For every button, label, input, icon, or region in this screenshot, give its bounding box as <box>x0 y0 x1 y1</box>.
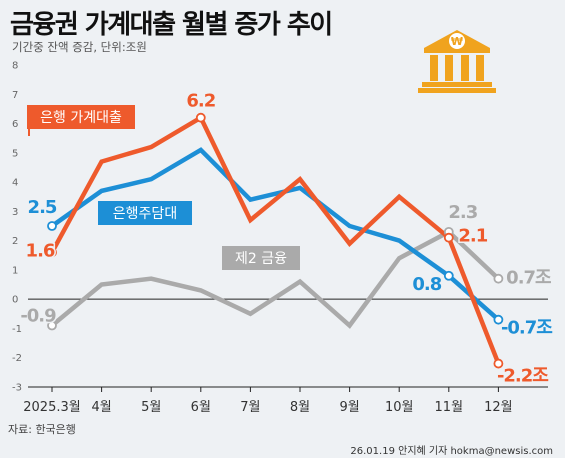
legend-box <box>27 105 135 129</box>
y-tick-label: 8 <box>12 61 18 72</box>
y-tick-label: 1 <box>12 265 18 276</box>
x-tick-label: 10월 <box>385 400 414 415</box>
legend-box <box>222 246 300 270</box>
series-lines <box>50 114 501 365</box>
source-note: 자료: 한국은행 <box>8 423 76 436</box>
x-tick-label: 12월 <box>484 400 513 415</box>
data-point-marker <box>47 320 57 331</box>
y-tick-label: -2 <box>12 353 22 364</box>
data-label: -0.9 <box>20 306 56 327</box>
x-tick-label: 4월 <box>91 400 111 415</box>
data-label: -2.2조 <box>497 366 548 387</box>
legend-label: 은행 가계대출 <box>40 110 122 126</box>
series-markers <box>47 112 504 369</box>
data-point-marker <box>47 221 57 231</box>
y-axis: -3 -2 -1 0 1 2 3 4 5 6 7 8 <box>12 61 548 394</box>
data-label: 1.6 <box>26 240 55 261</box>
x-tick-label: 2025.3월 <box>23 400 80 415</box>
y-tick-label: -3 <box>12 383 22 394</box>
legend-label: 은행주담대 <box>113 206 177 222</box>
x-tick-label: 6월 <box>191 400 211 415</box>
data-point-marker <box>443 270 454 281</box>
y-tick-label: 0 <box>12 295 18 306</box>
data-label: 0.7조 <box>506 268 551 289</box>
legend-label: 제2 금융 <box>235 251 287 267</box>
data-label: 0.8 <box>412 274 441 295</box>
y-tick-label: 2 <box>12 236 18 247</box>
data-point-marker <box>493 358 504 369</box>
data-point-marker <box>493 314 504 325</box>
x-tick-label: 7월 <box>240 400 260 415</box>
y-tick-label: 4 <box>12 178 18 189</box>
y-tick-label: 5 <box>12 148 18 159</box>
data-label: 2.5 <box>28 197 57 218</box>
data-point-marker <box>195 112 206 123</box>
data-label: 2.3 <box>448 202 477 223</box>
data-point-marker <box>47 247 57 258</box>
x-tick-label: 5월 <box>141 400 161 415</box>
data-label: 6.2 <box>186 91 215 112</box>
bank-won-icon: ₩ <box>418 30 496 93</box>
credit-line: 26.01.19 안지혜 기자 hokma@newsis.com <box>350 446 553 457</box>
y-tick-label: -1 <box>12 324 22 335</box>
series-line <box>50 147 500 322</box>
x-axis: 2025.3월 4월 5월 6월 7월 8월 9월 10월 11월 12월 <box>23 386 548 415</box>
chart-title: 금융권 가계대출 월별 증가 추이 <box>10 10 333 40</box>
y-tick-label: 7 <box>12 90 18 101</box>
data-label: 2.1 <box>458 226 487 247</box>
data-label: -0.7조 <box>501 318 552 339</box>
legend-box <box>98 201 192 225</box>
x-tick-label: 11월 <box>435 400 464 415</box>
y-tick-label: 6 <box>12 119 18 130</box>
chart-subtitle: 기간중 잔액 증감, 단위:조원 <box>12 40 147 54</box>
series-line <box>50 114 501 365</box>
series-line <box>50 229 500 329</box>
data-labels: 1.6 6.2 2.1 -2.2조 2.5 0.8 -0.7조 -0.9 2.3 0.7조 <box>19 89 555 388</box>
x-tick-label: 8월 <box>290 400 310 415</box>
svg-text:₩: ₩ <box>451 35 463 48</box>
data-point-marker <box>493 273 504 284</box>
x-tick-label: 9월 <box>339 400 359 415</box>
y-tick-label: 3 <box>12 207 18 218</box>
data-point-marker <box>443 232 454 243</box>
